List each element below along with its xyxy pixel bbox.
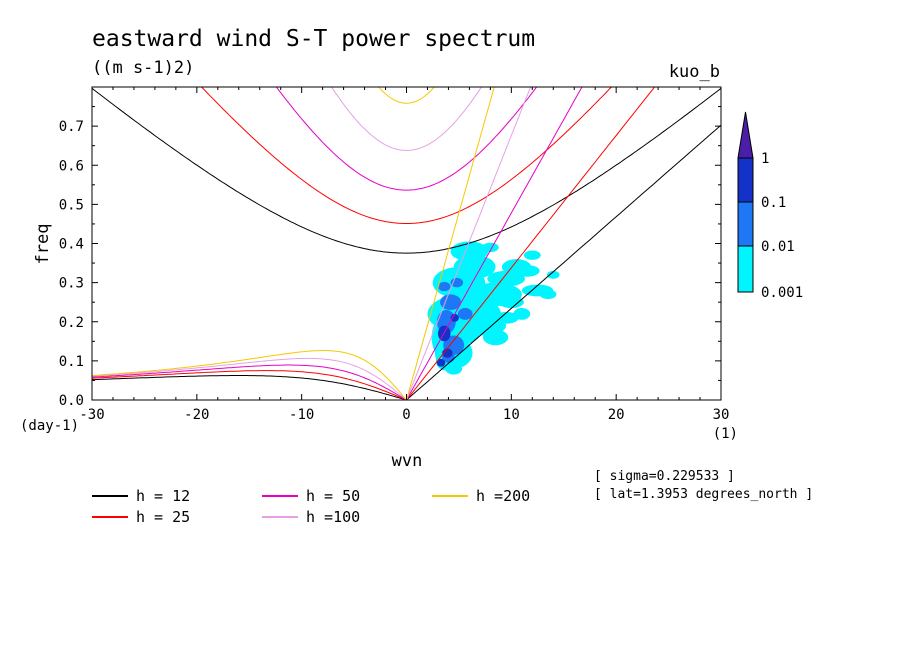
ig-curve-h12 — [92, 87, 721, 254]
x-tick-label: -20 — [184, 407, 209, 423]
rossby-curve-h200 — [92, 350, 407, 400]
contour-blob-0.001 — [514, 265, 540, 277]
colorbar-segment-0.001 — [737, 245, 754, 293]
legend-label-h100: h =100 — [306, 508, 360, 526]
legend: h = 12 h = 25 h = 50 h =100 h =200 — [92, 487, 530, 526]
y-tick-label: 0.7 — [59, 119, 84, 135]
y-tick-label: 0.0 — [59, 393, 84, 409]
contour-blob-0.001 — [539, 289, 557, 300]
colorbar-segment-0.01 — [737, 201, 754, 247]
ig-curve-h100 — [331, 87, 482, 151]
legend-label-h200: h =200 — [476, 487, 530, 505]
legend-label-h25: h = 25 — [136, 508, 190, 526]
x-tick-label: 0 — [402, 407, 410, 423]
ig-curve-h25 — [200, 87, 613, 224]
contour-blob-0.001 — [453, 255, 496, 279]
x-tick-label: 10 — [503, 407, 520, 423]
rossby-curve-h12 — [92, 375, 407, 400]
chart-units: ((m s-1)2) — [92, 58, 194, 78]
rossby-curve-h25 — [92, 370, 407, 400]
x-tick-label: 30 — [713, 407, 730, 423]
contour-blob-0.001 — [513, 308, 531, 320]
contour-blob-0.1 — [450, 313, 459, 322]
colorbar-top-arrow — [737, 111, 754, 159]
axis-ticks: -30 -20 -10 0 10 20 30 0.0 0.1 0.2 0.3 0.4 0.5 0.6 0.7 — [59, 87, 730, 423]
model-label: kuo_b — [669, 62, 720, 82]
contour-blob-0.001 — [523, 250, 541, 260]
y-tick-label: 0.2 — [59, 315, 84, 331]
x-tick-label: -10 — [289, 407, 314, 423]
lat-note: [ lat=1.3953 degrees_north ] — [594, 487, 813, 502]
rossby-curve-h100 — [92, 357, 407, 400]
contour-blob-0.01 — [440, 294, 462, 311]
colorbar-segment-0.1 — [737, 157, 754, 203]
x-axis-label: wvn — [392, 451, 423, 471]
contour-blob-0.001 — [483, 329, 509, 346]
y-tick-label: 0.5 — [59, 197, 84, 213]
rossby-curve-h50 — [92, 364, 407, 400]
contour-blob-0.01 — [457, 308, 473, 320]
kelvin-curve-h50 — [406, 87, 583, 400]
kelvin-curve-h12 — [406, 124, 721, 400]
y-unit-label: (day-1) — [20, 418, 79, 434]
sigma-note: [ sigma=0.229533 ] — [594, 469, 735, 484]
ig-curve-h200 — [378, 87, 435, 104]
contour-blob-0.01 — [450, 277, 464, 288]
x-tick-label: 20 — [608, 407, 625, 423]
x-tick-label: -30 — [79, 407, 104, 423]
legend-label-h50: h = 50 — [306, 487, 360, 505]
contour-blob-0.1 — [436, 358, 446, 367]
colorbar-level-label: 1 — [761, 151, 769, 167]
contour-blob-0.01 — [437, 281, 451, 292]
kelvin-curve-h100 — [406, 87, 532, 400]
kelvin-curve-h200 — [406, 87, 495, 400]
colorbar: 0.001 0.01 0.1 1 — [737, 111, 803, 301]
contour-blob-0.001 — [481, 242, 499, 253]
plot-frame — [91, 86, 722, 401]
contour-blob-0.001 — [493, 311, 519, 324]
contour-blob-0.001 — [487, 270, 525, 287]
y-tick-label: 0.3 — [59, 276, 84, 292]
contour-blob-0.001 — [450, 241, 489, 262]
contour-fill-layer — [427, 241, 560, 375]
ig-curve-h50 — [275, 87, 538, 191]
contour-blob-0.001 — [445, 362, 463, 375]
x-unit-label: (1) — [713, 426, 738, 442]
y-tick-label: 0.1 — [59, 354, 84, 370]
colorbar-level-label: 0.001 — [761, 285, 803, 301]
contour-blob-0.001 — [498, 296, 524, 309]
kelvin-curve-h25 — [406, 87, 656, 400]
y-tick-label: 0.6 — [59, 158, 84, 174]
legend-label-h12: h = 12 — [136, 487, 190, 505]
chart-title: eastward wind S-T power spectrum — [92, 26, 535, 52]
colorbar-level-label: 0.01 — [761, 239, 795, 255]
y-axis-label: freq — [33, 224, 53, 265]
contour-blob-0.001 — [546, 270, 560, 279]
colorbar-level-label: 0.1 — [761, 195, 786, 211]
y-tick-label: 0.4 — [59, 237, 84, 253]
dispersion-curves — [92, 87, 721, 400]
contour-blob-0.1 — [442, 348, 453, 358]
